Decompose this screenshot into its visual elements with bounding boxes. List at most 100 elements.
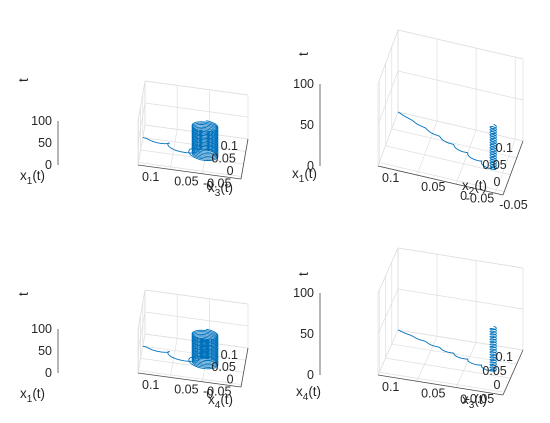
axis-b-line bbox=[377, 165, 504, 196]
tick-label-b: 0 bbox=[460, 393, 467, 407]
trajectory-line bbox=[142, 120, 219, 161]
tick-label-a: -0.05 bbox=[466, 192, 495, 206]
wall-grid-line bbox=[137, 124, 146, 166]
wall-edge bbox=[137, 289, 146, 330]
axis-label-b: x3(t) bbox=[462, 392, 487, 411]
axis-label-t: t bbox=[296, 52, 311, 56]
wall-grid-line bbox=[397, 288, 524, 310]
tick-label-a: 0.05 bbox=[482, 364, 506, 378]
axis-b-line bbox=[137, 372, 242, 388]
floor-grid-line bbox=[379, 371, 505, 393]
tick-label-b: 0.05 bbox=[421, 180, 445, 194]
tick-label-a: 0 bbox=[494, 378, 501, 392]
tick-label-a: 0.1 bbox=[221, 139, 238, 153]
floor-grid-line bbox=[385, 357, 511, 379]
tick-label-t: 100 bbox=[293, 286, 314, 300]
wall-grid-line bbox=[137, 333, 146, 374]
tick-label-a: 0.05 bbox=[211, 360, 235, 374]
tick-label-b: 0.05 bbox=[421, 386, 445, 400]
tick-label-a: -0.05 bbox=[203, 385, 232, 399]
tick-label-t: 0 bbox=[45, 158, 52, 172]
wall-grid-line bbox=[397, 70, 524, 101]
axis-label-a: x4(t) bbox=[296, 384, 321, 403]
floor-grid-line bbox=[494, 139, 516, 194]
tick-label-a: 0.1 bbox=[221, 348, 238, 362]
axis-label-t: t bbox=[16, 78, 31, 82]
tick-label-b: 0 bbox=[206, 179, 213, 193]
wall-edge bbox=[397, 247, 524, 269]
wall-grid-line bbox=[397, 111, 524, 142]
tick-label-b: 0.05 bbox=[174, 174, 198, 188]
wall-grid-line bbox=[377, 288, 399, 335]
trajectory-line bbox=[397, 111, 497, 170]
wall-grid-line bbox=[144, 311, 249, 327]
axis-label-t: t bbox=[296, 272, 311, 276]
floor-grid-line bbox=[416, 120, 438, 176]
wall-grid-line bbox=[397, 329, 524, 351]
wall-grid-line bbox=[377, 329, 399, 376]
wall-grid-line bbox=[144, 333, 249, 349]
wall-edge bbox=[137, 80, 146, 122]
floor-grid-line bbox=[138, 162, 242, 177]
wall-grid-line bbox=[137, 311, 146, 352]
floor-grid-line bbox=[140, 149, 244, 165]
axis-a-line bbox=[502, 140, 524, 196]
wall-edge bbox=[144, 80, 249, 96]
floor-grid-line bbox=[455, 130, 477, 185]
wall-grid-line bbox=[377, 70, 399, 126]
axis-b-line bbox=[377, 374, 504, 396]
floor-grid-line bbox=[455, 342, 477, 388]
wall-edge bbox=[377, 247, 399, 294]
axis-a-line bbox=[240, 347, 249, 388]
tick-label-t: 100 bbox=[31, 322, 52, 336]
wall-edge bbox=[377, 29, 399, 85]
axis-a-line bbox=[240, 138, 249, 180]
tick-label-a: 0.1 bbox=[496, 350, 513, 364]
tick-label-t: 50 bbox=[38, 136, 52, 150]
axis-a-line bbox=[502, 349, 524, 396]
wall-grid-line bbox=[377, 111, 399, 167]
axis-label-a: x1(t) bbox=[292, 166, 317, 185]
tick-label-t: 0 bbox=[45, 366, 52, 380]
axis-b-line bbox=[137, 164, 242, 180]
tick-label-t: 100 bbox=[31, 114, 52, 128]
tick-label-a: 0.05 bbox=[211, 152, 235, 166]
tick-label-b: 0.1 bbox=[142, 170, 159, 184]
wall-grid-line bbox=[137, 102, 146, 144]
floor-grid-line bbox=[385, 145, 511, 176]
floor-grid-line bbox=[138, 370, 242, 385]
wall-edge bbox=[144, 289, 249, 305]
axis-label-b: x4(t) bbox=[208, 392, 233, 411]
tick-label-b: 0 bbox=[460, 189, 467, 203]
axis-label-t: t bbox=[16, 292, 31, 296]
axis-label-b: x2(t) bbox=[462, 178, 487, 197]
tick-label-t: 50 bbox=[38, 344, 52, 358]
tick-label-a: -0.05 bbox=[466, 392, 495, 406]
tick-label-a: 0 bbox=[227, 164, 234, 178]
tick-label-a: 0.1 bbox=[496, 141, 513, 155]
axis-label-a: x1(t) bbox=[20, 168, 45, 187]
tick-label-t: 0 bbox=[307, 159, 314, 173]
tick-label-b: 0.1 bbox=[382, 171, 399, 185]
tick-label-t: 50 bbox=[300, 327, 314, 341]
wall-grid-line bbox=[144, 102, 249, 118]
floor-grid-line bbox=[379, 162, 505, 192]
tick-label-a: -0.05 bbox=[203, 177, 232, 191]
tick-label-b: 0.1 bbox=[142, 378, 159, 392]
tick-label-a: 0.05 bbox=[482, 158, 506, 172]
floor-grid-line bbox=[416, 336, 438, 382]
trajectory-line bbox=[397, 325, 497, 372]
tick-label-a: 0 bbox=[227, 372, 234, 386]
tick-label-t: 0 bbox=[307, 368, 314, 382]
tick-label-b: 0 bbox=[206, 387, 213, 401]
tick-label-b: 0.05 bbox=[174, 382, 198, 396]
axis-label-a: x1(t) bbox=[20, 386, 45, 405]
tick-label-a: 0 bbox=[494, 175, 501, 189]
axis-label-b: x3(t) bbox=[208, 180, 233, 199]
tick-label-t: 50 bbox=[300, 118, 314, 132]
subplot-2: -0.0500.050.1-0.0500.050.1050100x1(t)x2(… bbox=[292, 29, 528, 212]
